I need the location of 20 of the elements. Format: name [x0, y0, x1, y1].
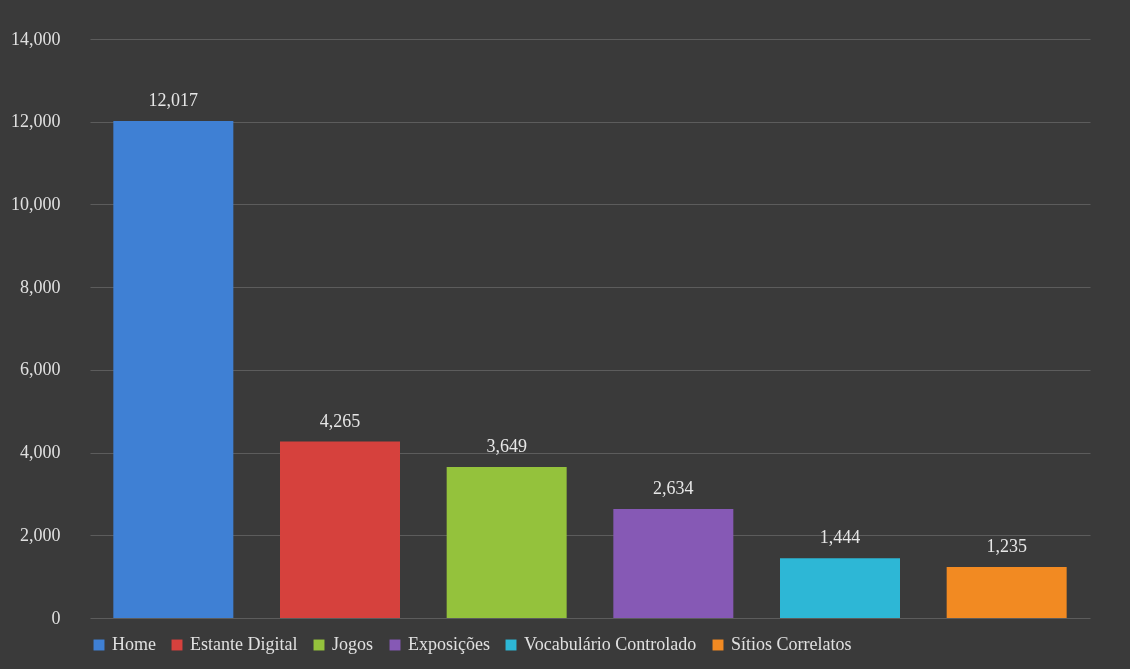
y-tick-label: 14,000: [11, 28, 61, 49]
legend-label: Home: [112, 634, 156, 654]
data-label: 4,265: [319, 410, 361, 431]
y-tick-label: 4,000: [20, 442, 61, 463]
y-tick-label: 12,000: [11, 111, 61, 132]
legend-label: Estante Digital: [190, 634, 298, 654]
y-tick-label: 2,000: [20, 524, 61, 545]
data-label: 12,017: [148, 90, 199, 111]
legend-label: Jogos: [332, 634, 374, 654]
data-label: 2,634: [653, 478, 694, 499]
data-label: 1,235: [986, 535, 1027, 556]
legend-label: Exposições: [408, 634, 490, 654]
legend-label: Sítios Correlatos: [731, 634, 852, 654]
data-label: 1,444: [819, 527, 861, 548]
y-tick-label: 10,000: [11, 193, 61, 214]
y-tick-label: 8,000: [20, 276, 61, 297]
data-label: 3,649: [486, 436, 527, 457]
y-tick-label: 6,000: [20, 359, 61, 380]
y-tick-label: 0: [51, 607, 61, 628]
legend-label: Vocabulário Controlado: [524, 634, 697, 654]
